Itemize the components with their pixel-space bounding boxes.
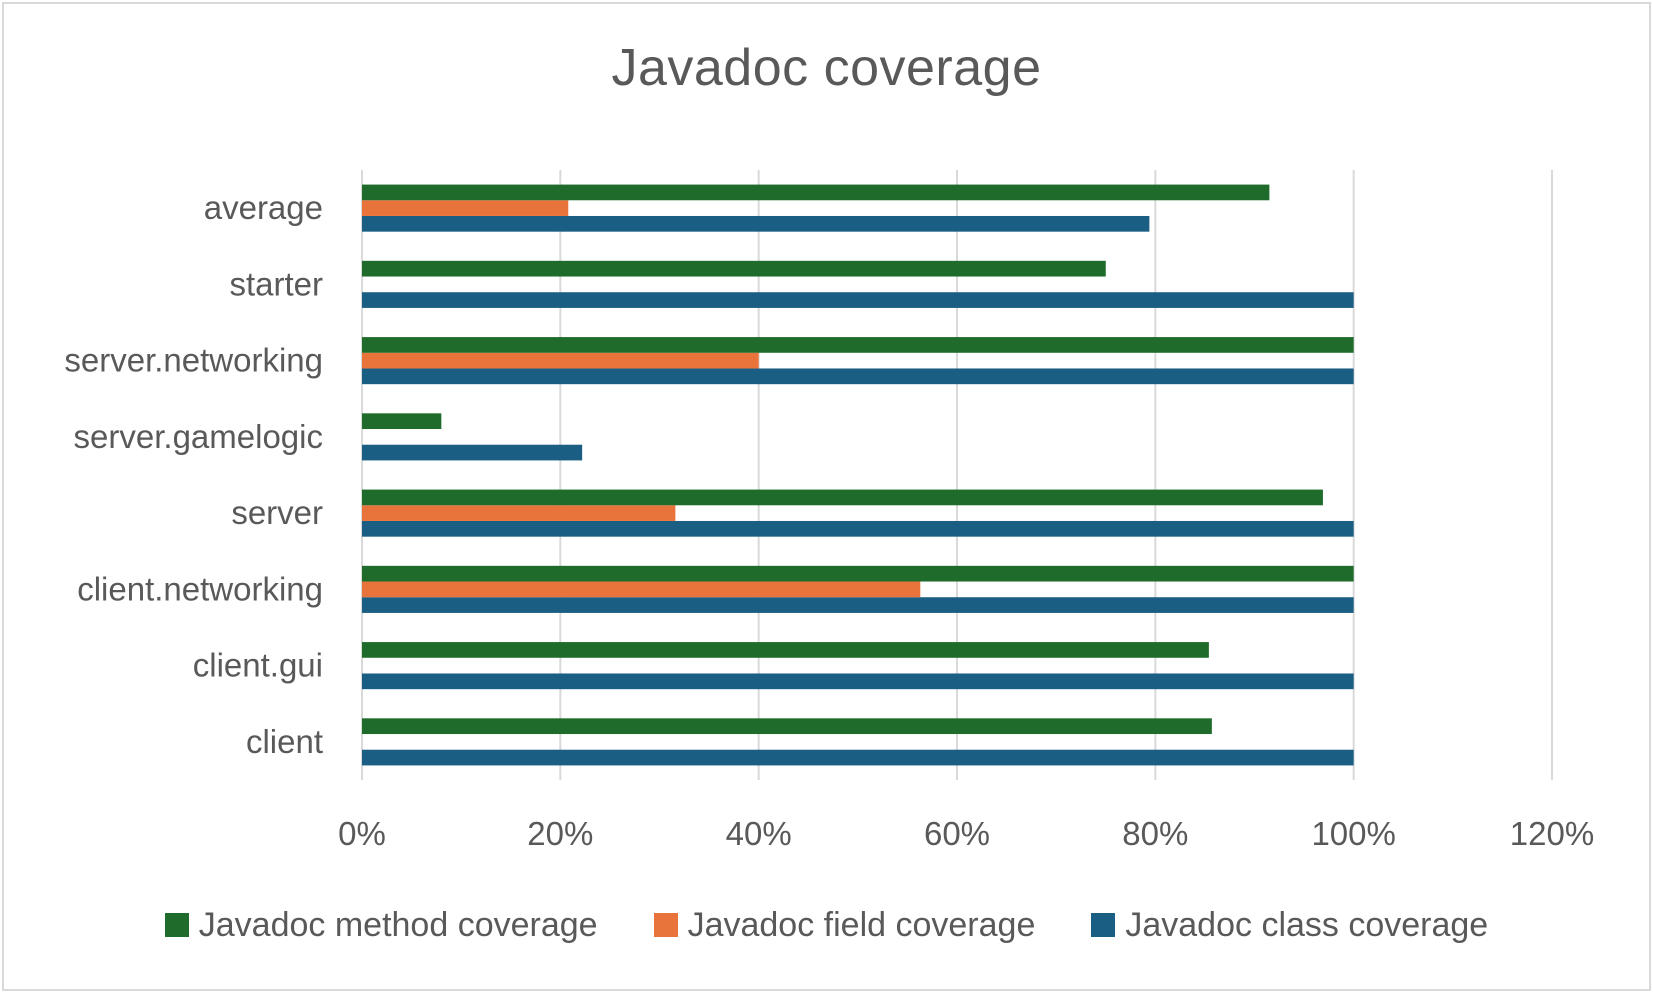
chart-legend: Javadoc method coverage Javadoc field cov…: [0, 900, 1653, 950]
bar: [362, 520, 1354, 537]
bar: [362, 368, 1354, 385]
bar: [362, 337, 1354, 353]
x-tick-label: 100%: [1311, 815, 1395, 852]
bar: [362, 413, 442, 430]
category-label: server: [231, 494, 323, 531]
bar: [362, 292, 1354, 308]
bar: [362, 673, 1354, 690]
legend-item: Javadoc class coverage: [1091, 906, 1488, 945]
bar: [362, 749, 1354, 766]
category-label: client.networking: [77, 570, 323, 607]
category-label: client.gui: [193, 647, 323, 684]
bar: [362, 184, 1270, 201]
category-label: starter: [229, 265, 323, 302]
x-tick-label: 40%: [726, 815, 792, 852]
legend-swatch: [1091, 913, 1116, 937]
bar: [362, 565, 1354, 582]
bar: [362, 718, 1212, 735]
x-tick-label: 120%: [1510, 815, 1594, 852]
bar: [362, 505, 676, 521]
x-tick-label: 20%: [527, 815, 593, 852]
legend-swatch: [653, 913, 678, 937]
legend-label: Javadoc field coverage: [687, 905, 1036, 944]
legend-label: Javadoc method coverage: [198, 905, 598, 944]
bar: [362, 352, 759, 369]
category-label: average: [204, 189, 323, 226]
bar: [362, 444, 583, 461]
x-tick-label: 60%: [924, 815, 990, 852]
bar: [362, 642, 1209, 658]
bar: [362, 489, 1323, 506]
bar: [362, 260, 1106, 277]
bar: [362, 215, 1150, 232]
category-label: server.gamelogic: [74, 418, 323, 455]
category-label: server.networking: [64, 342, 323, 379]
legend-item: Javadoc method coverage: [164, 905, 598, 945]
bar: [362, 597, 1354, 613]
chart-title: Javadoc coverage: [611, 39, 1042, 97]
category-label: client: [246, 723, 323, 760]
bar: [362, 581, 921, 598]
x-tick-label: 80%: [1122, 815, 1188, 852]
bar: [362, 200, 569, 216]
x-tick-label: 0%: [338, 815, 386, 852]
legend-item: Javadoc field coverage: [653, 905, 1036, 945]
legend-label: Javadoc class coverage: [1125, 905, 1489, 944]
legend-swatch: [164, 913, 189, 937]
